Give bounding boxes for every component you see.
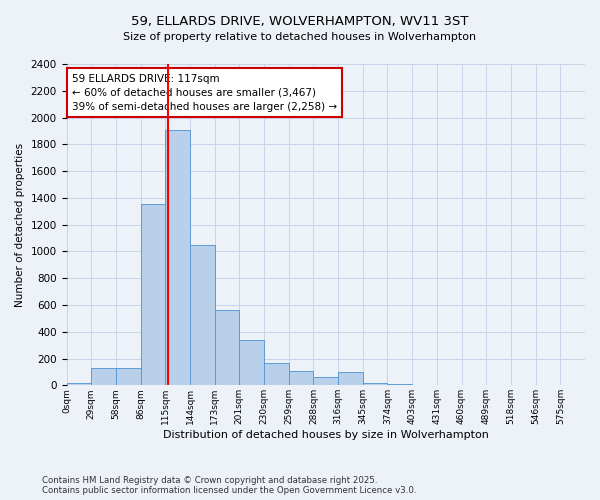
- Text: Size of property relative to detached houses in Wolverhampton: Size of property relative to detached ho…: [124, 32, 476, 42]
- Bar: [67, 382, 91, 386]
- Bar: [116, 368, 140, 386]
- X-axis label: Distribution of detached houses by size in Wolverhampton: Distribution of detached houses by size …: [163, 430, 489, 440]
- Bar: [363, 382, 388, 386]
- Bar: [289, 370, 313, 386]
- Bar: [313, 378, 338, 386]
- Bar: [215, 310, 239, 386]
- Text: 59 ELLARDS DRIVE: 117sqm
← 60% of detached houses are smaller (3,467)
39% of sem: 59 ELLARDS DRIVE: 117sqm ← 60% of detach…: [72, 74, 337, 112]
- Bar: [388, 384, 412, 386]
- Text: 59, ELLARDS DRIVE, WOLVERHAMPTON, WV11 3ST: 59, ELLARDS DRIVE, WOLVERHAMPTON, WV11 3…: [131, 15, 469, 28]
- Bar: [190, 244, 215, 386]
- Bar: [140, 204, 165, 386]
- Bar: [165, 130, 190, 386]
- Text: Contains HM Land Registry data © Crown copyright and database right 2025.
Contai: Contains HM Land Registry data © Crown c…: [42, 476, 416, 495]
- Y-axis label: Number of detached properties: Number of detached properties: [15, 142, 25, 306]
- Bar: [338, 372, 363, 386]
- Bar: [412, 384, 437, 386]
- Bar: [560, 384, 585, 386]
- Bar: [264, 362, 289, 386]
- Bar: [91, 368, 116, 386]
- Bar: [239, 340, 264, 386]
